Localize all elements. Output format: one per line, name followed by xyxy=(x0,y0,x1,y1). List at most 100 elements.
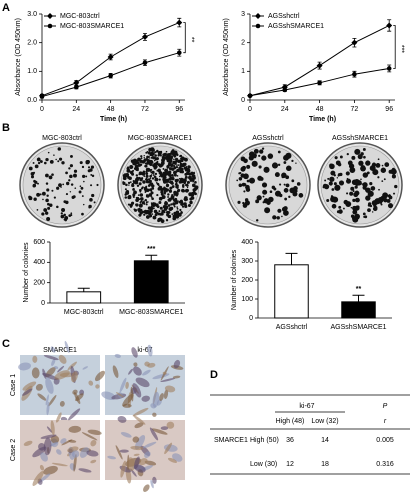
error-bar xyxy=(352,294,365,302)
colony xyxy=(146,151,149,153)
colony xyxy=(143,202,146,205)
colony xyxy=(161,158,165,163)
colony xyxy=(246,164,251,169)
colony xyxy=(181,205,185,208)
colony xyxy=(248,177,256,184)
tissue xyxy=(127,457,135,471)
bar xyxy=(66,291,102,304)
dish-label: AGSshctrl xyxy=(252,135,284,142)
tissue xyxy=(120,460,126,478)
colony xyxy=(353,192,359,198)
x-tick-label: MGC-803SMARCE1 xyxy=(119,309,183,316)
colony xyxy=(163,207,168,211)
colony xyxy=(283,187,289,193)
colony xyxy=(48,175,53,180)
colony xyxy=(166,181,168,184)
colony xyxy=(336,177,339,179)
colony xyxy=(148,157,151,159)
point xyxy=(247,93,253,98)
tissue xyxy=(131,347,138,358)
point xyxy=(108,73,113,78)
tissue xyxy=(68,408,81,421)
colony xyxy=(153,207,155,210)
table-cell: SMARCE1 xyxy=(214,437,248,444)
colony xyxy=(157,168,161,173)
colony xyxy=(171,173,174,177)
colony xyxy=(156,160,159,163)
colony xyxy=(69,191,72,193)
colony xyxy=(154,213,158,217)
colony xyxy=(87,166,91,169)
colony xyxy=(157,219,161,223)
tissue xyxy=(159,393,164,401)
colony xyxy=(190,192,195,197)
colony xyxy=(46,188,50,192)
colony xyxy=(179,177,184,182)
colony xyxy=(49,159,54,164)
colony xyxy=(184,204,188,208)
colony xyxy=(135,166,137,169)
colony xyxy=(240,156,246,162)
colony xyxy=(165,219,169,222)
colony xyxy=(171,177,175,181)
colony xyxy=(33,179,36,183)
colony xyxy=(259,176,264,181)
colony xyxy=(70,212,73,215)
tissue xyxy=(64,340,70,354)
colony xyxy=(277,208,282,213)
colony xyxy=(381,180,384,182)
colony xyxy=(182,178,187,183)
colony xyxy=(166,171,171,176)
colony xyxy=(393,192,396,195)
colony xyxy=(346,192,349,195)
colony xyxy=(292,191,298,197)
colony xyxy=(192,179,195,182)
colony xyxy=(381,164,384,167)
colony xyxy=(149,188,153,192)
tissue xyxy=(49,441,58,447)
colony xyxy=(68,167,71,170)
colony xyxy=(324,184,330,190)
colony xyxy=(136,159,139,162)
colony xyxy=(181,157,186,161)
colony xyxy=(140,187,144,190)
tissue xyxy=(57,365,65,373)
tissue xyxy=(18,362,32,371)
colony xyxy=(160,219,165,224)
colony xyxy=(157,154,160,157)
colony xyxy=(240,166,246,172)
tissue xyxy=(160,426,169,431)
table-header: P xyxy=(383,403,388,410)
colony xyxy=(145,180,149,184)
colony xyxy=(78,190,82,194)
colony xyxy=(328,181,333,186)
colony xyxy=(267,153,274,159)
colony xyxy=(89,198,93,202)
tissue xyxy=(132,436,140,443)
tissue xyxy=(45,394,49,406)
tissue xyxy=(152,476,157,484)
y-axis-label: Absorbance (OD 450nm) xyxy=(223,18,230,96)
colony xyxy=(167,196,170,198)
colony xyxy=(256,195,262,201)
colony xyxy=(169,206,174,211)
colony xyxy=(154,165,158,169)
colony xyxy=(179,169,182,172)
colony xyxy=(96,183,99,187)
colony xyxy=(156,182,160,186)
colony xyxy=(283,154,289,161)
colony xyxy=(149,170,152,172)
colony xyxy=(89,168,93,172)
colony xyxy=(191,174,196,178)
colony xyxy=(131,172,135,176)
colony xyxy=(132,195,135,198)
tissue xyxy=(43,354,59,361)
tissue xyxy=(67,361,77,371)
dish-inner xyxy=(22,145,102,225)
tissue xyxy=(151,428,168,435)
colony xyxy=(153,175,157,179)
colony xyxy=(138,203,143,208)
colony xyxy=(188,168,191,171)
y-tick-label: 0 xyxy=(249,315,253,322)
colony xyxy=(355,197,360,203)
